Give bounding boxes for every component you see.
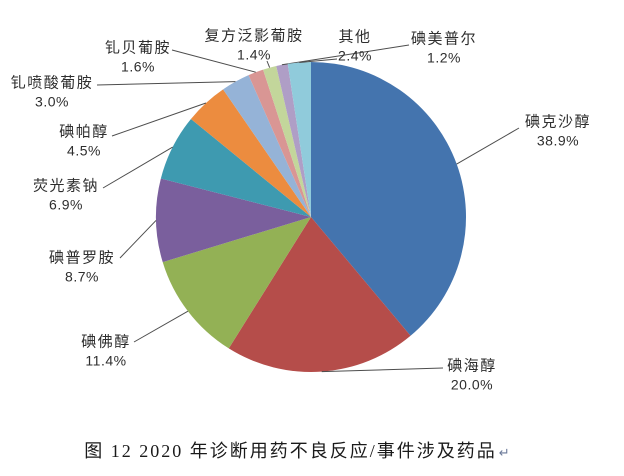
pie-slice-7	[248, 69, 311, 217]
leader-line-4	[102, 146, 173, 189]
pie-slice-3	[156, 178, 311, 263]
paragraph-return-mark: ↵	[498, 445, 510, 460]
leader-line-2	[133, 310, 189, 343]
figure-caption-text: 图 12 2020 年诊断用药不良反应/事件涉及药品	[84, 441, 497, 461]
leader-line-3	[119, 220, 157, 259]
pie-slice-0	[311, 62, 467, 336]
pie-slice-5	[190, 89, 311, 217]
leader-line-1	[321, 367, 444, 373]
pie-slice-6	[223, 75, 311, 217]
pie-slice-2	[162, 217, 311, 349]
pie-slice-1	[228, 217, 411, 373]
pie-slice-4	[160, 118, 311, 217]
leader-line-10	[299, 58, 338, 63]
leader-line-8	[266, 60, 271, 68]
pie-slice-10	[287, 62, 311, 217]
leader-line-0	[456, 127, 520, 165]
pie-slice-8	[263, 65, 311, 217]
figure-caption: 图 12 2020 年诊断用药不良反应/事件涉及药品 ↵	[0, 437, 594, 463]
leader-line-9	[281, 44, 410, 66]
leader-line-7	[171, 49, 256, 73]
leader-line-5	[111, 102, 207, 137]
pie-slice-9	[276, 63, 311, 218]
leader-line-6	[96, 81, 236, 86]
